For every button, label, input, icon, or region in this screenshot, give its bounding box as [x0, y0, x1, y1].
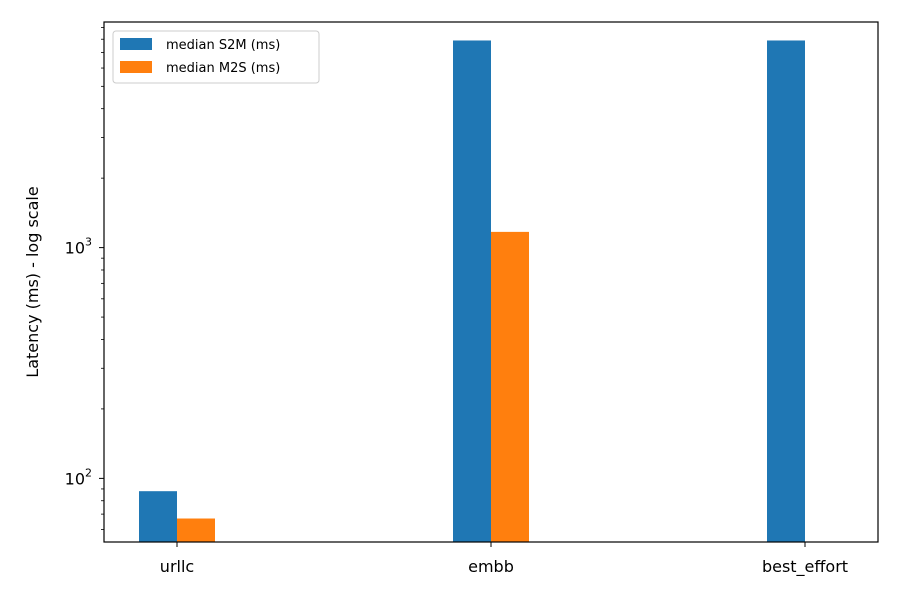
legend-label-s2m: median S2M (ms): [166, 38, 280, 53]
bar-best_effort-s2m: [767, 40, 805, 542]
y-tick-label: 102: [65, 466, 92, 488]
legend-box: [112, 30, 320, 84]
bar-urllc-m2s: [177, 518, 215, 542]
y-tick-label: 103: [65, 236, 92, 258]
bar-embb-s2m: [453, 40, 491, 542]
legend: median S2M (ms) median M2S (ms): [112, 30, 320, 84]
legend-swatch-s2m: [120, 38, 152, 50]
bars-layer: [139, 40, 805, 542]
bar-embb-m2s: [491, 231, 529, 542]
bar-urllc-s2m: [139, 491, 177, 542]
y-major-ticks: 102 103: [65, 236, 104, 488]
legend-label-m2s: median M2S (ms): [166, 61, 280, 76]
x-tick-label-best_effort: best_effort: [762, 557, 848, 577]
y-axis-label: Latency (ms) - log scale: [23, 186, 42, 377]
x-tick-label-embb: embb: [468, 557, 514, 576]
x-tick-label-urllc: urllc: [160, 557, 194, 576]
plot-frame: [103, 21, 879, 543]
legend-swatch-m2s: [120, 61, 152, 73]
x-ticks: urllc embb best_effort: [160, 542, 848, 577]
